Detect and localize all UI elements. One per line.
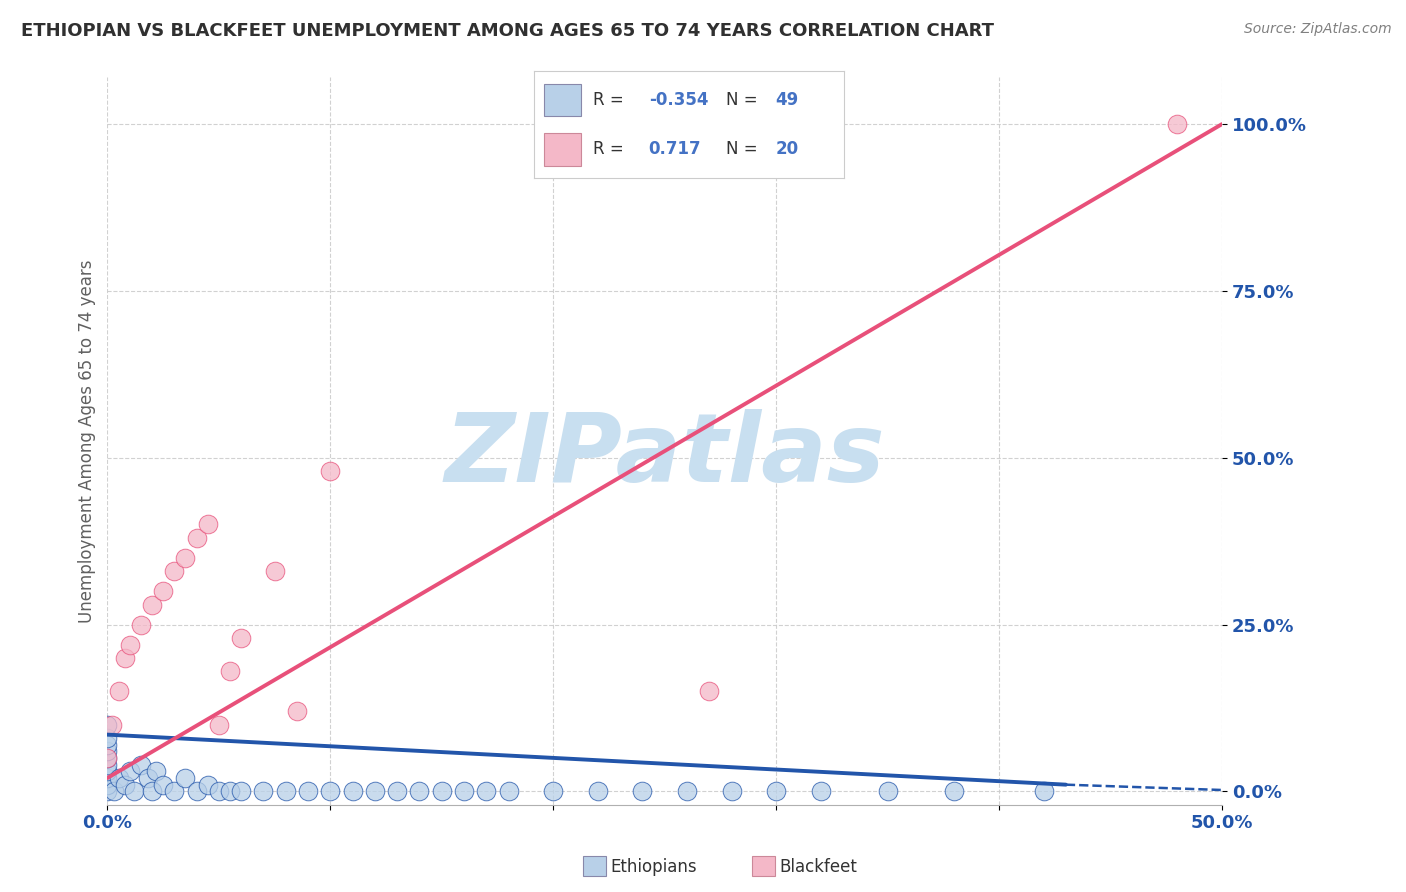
Point: [876, 784, 898, 798]
Point: [586, 784, 609, 798]
Point: [114, 651, 136, 665]
Point: [129, 757, 152, 772]
Point: [107, 771, 129, 785]
Point: [229, 631, 252, 645]
Text: Source: ZipAtlas.com: Source: ZipAtlas.com: [1244, 22, 1392, 37]
Point: [118, 764, 141, 779]
Point: [810, 784, 832, 798]
Point: [96, 771, 118, 785]
Point: [408, 784, 430, 798]
Point: [285, 704, 308, 718]
Point: [163, 784, 186, 798]
Point: [96, 778, 118, 792]
Text: -0.354: -0.354: [648, 91, 709, 109]
Point: [186, 531, 208, 545]
Point: [197, 517, 219, 532]
Point: [263, 564, 285, 578]
Point: [720, 784, 742, 798]
Point: [541, 784, 564, 798]
Point: [96, 744, 118, 758]
Point: [197, 778, 219, 792]
Text: ETHIOPIAN VS BLACKFEET UNEMPLOYMENT AMONG AGES 65 TO 74 YEARS CORRELATION CHART: ETHIOPIAN VS BLACKFEET UNEMPLOYMENT AMON…: [21, 22, 994, 40]
Point: [274, 784, 297, 798]
Point: [208, 717, 231, 731]
Point: [631, 784, 654, 798]
Text: Ethiopians: Ethiopians: [610, 858, 697, 876]
Text: R =: R =: [593, 91, 624, 109]
Bar: [544, 84, 581, 116]
Point: [129, 617, 152, 632]
Point: [96, 764, 118, 779]
Point: [101, 717, 124, 731]
Point: [229, 784, 252, 798]
Point: [498, 784, 520, 798]
Point: [697, 684, 720, 698]
Point: [342, 784, 364, 798]
Point: [385, 784, 408, 798]
Point: [208, 784, 231, 798]
Text: N =: N =: [725, 141, 758, 159]
Point: [152, 778, 174, 792]
Text: 0.717: 0.717: [648, 141, 702, 159]
Point: [96, 738, 118, 752]
Text: 49: 49: [776, 91, 799, 109]
Point: [118, 638, 141, 652]
Text: ZIPatlas: ZIPatlas: [444, 409, 884, 502]
Point: [1166, 117, 1188, 131]
Point: [96, 784, 118, 798]
Point: [145, 764, 167, 779]
Point: [319, 464, 342, 478]
Point: [107, 684, 129, 698]
Point: [364, 784, 387, 798]
Point: [319, 784, 342, 798]
Point: [96, 751, 118, 765]
Text: R =: R =: [593, 141, 624, 159]
Point: [676, 784, 699, 798]
Point: [174, 771, 197, 785]
Point: [96, 757, 118, 772]
Point: [297, 784, 319, 798]
Point: [765, 784, 787, 798]
Point: [219, 665, 242, 679]
Point: [219, 784, 242, 798]
Point: [141, 784, 163, 798]
Bar: [544, 134, 581, 166]
Y-axis label: Unemployment Among Ages 65 to 74 years: Unemployment Among Ages 65 to 74 years: [79, 260, 96, 623]
Point: [103, 784, 125, 798]
Point: [430, 784, 453, 798]
Point: [114, 778, 136, 792]
Point: [96, 751, 118, 765]
Point: [122, 784, 145, 798]
Point: [1032, 784, 1054, 798]
Point: [96, 731, 118, 745]
Point: [141, 598, 163, 612]
Point: [136, 771, 159, 785]
Text: N =: N =: [725, 91, 758, 109]
Point: [475, 784, 498, 798]
Point: [453, 784, 475, 798]
Text: 20: 20: [776, 141, 799, 159]
Point: [152, 584, 174, 599]
Text: Blackfeet: Blackfeet: [779, 858, 856, 876]
Point: [252, 784, 274, 798]
Point: [174, 550, 197, 565]
Point: [163, 564, 186, 578]
Point: [96, 717, 118, 731]
Point: [943, 784, 966, 798]
Point: [186, 784, 208, 798]
